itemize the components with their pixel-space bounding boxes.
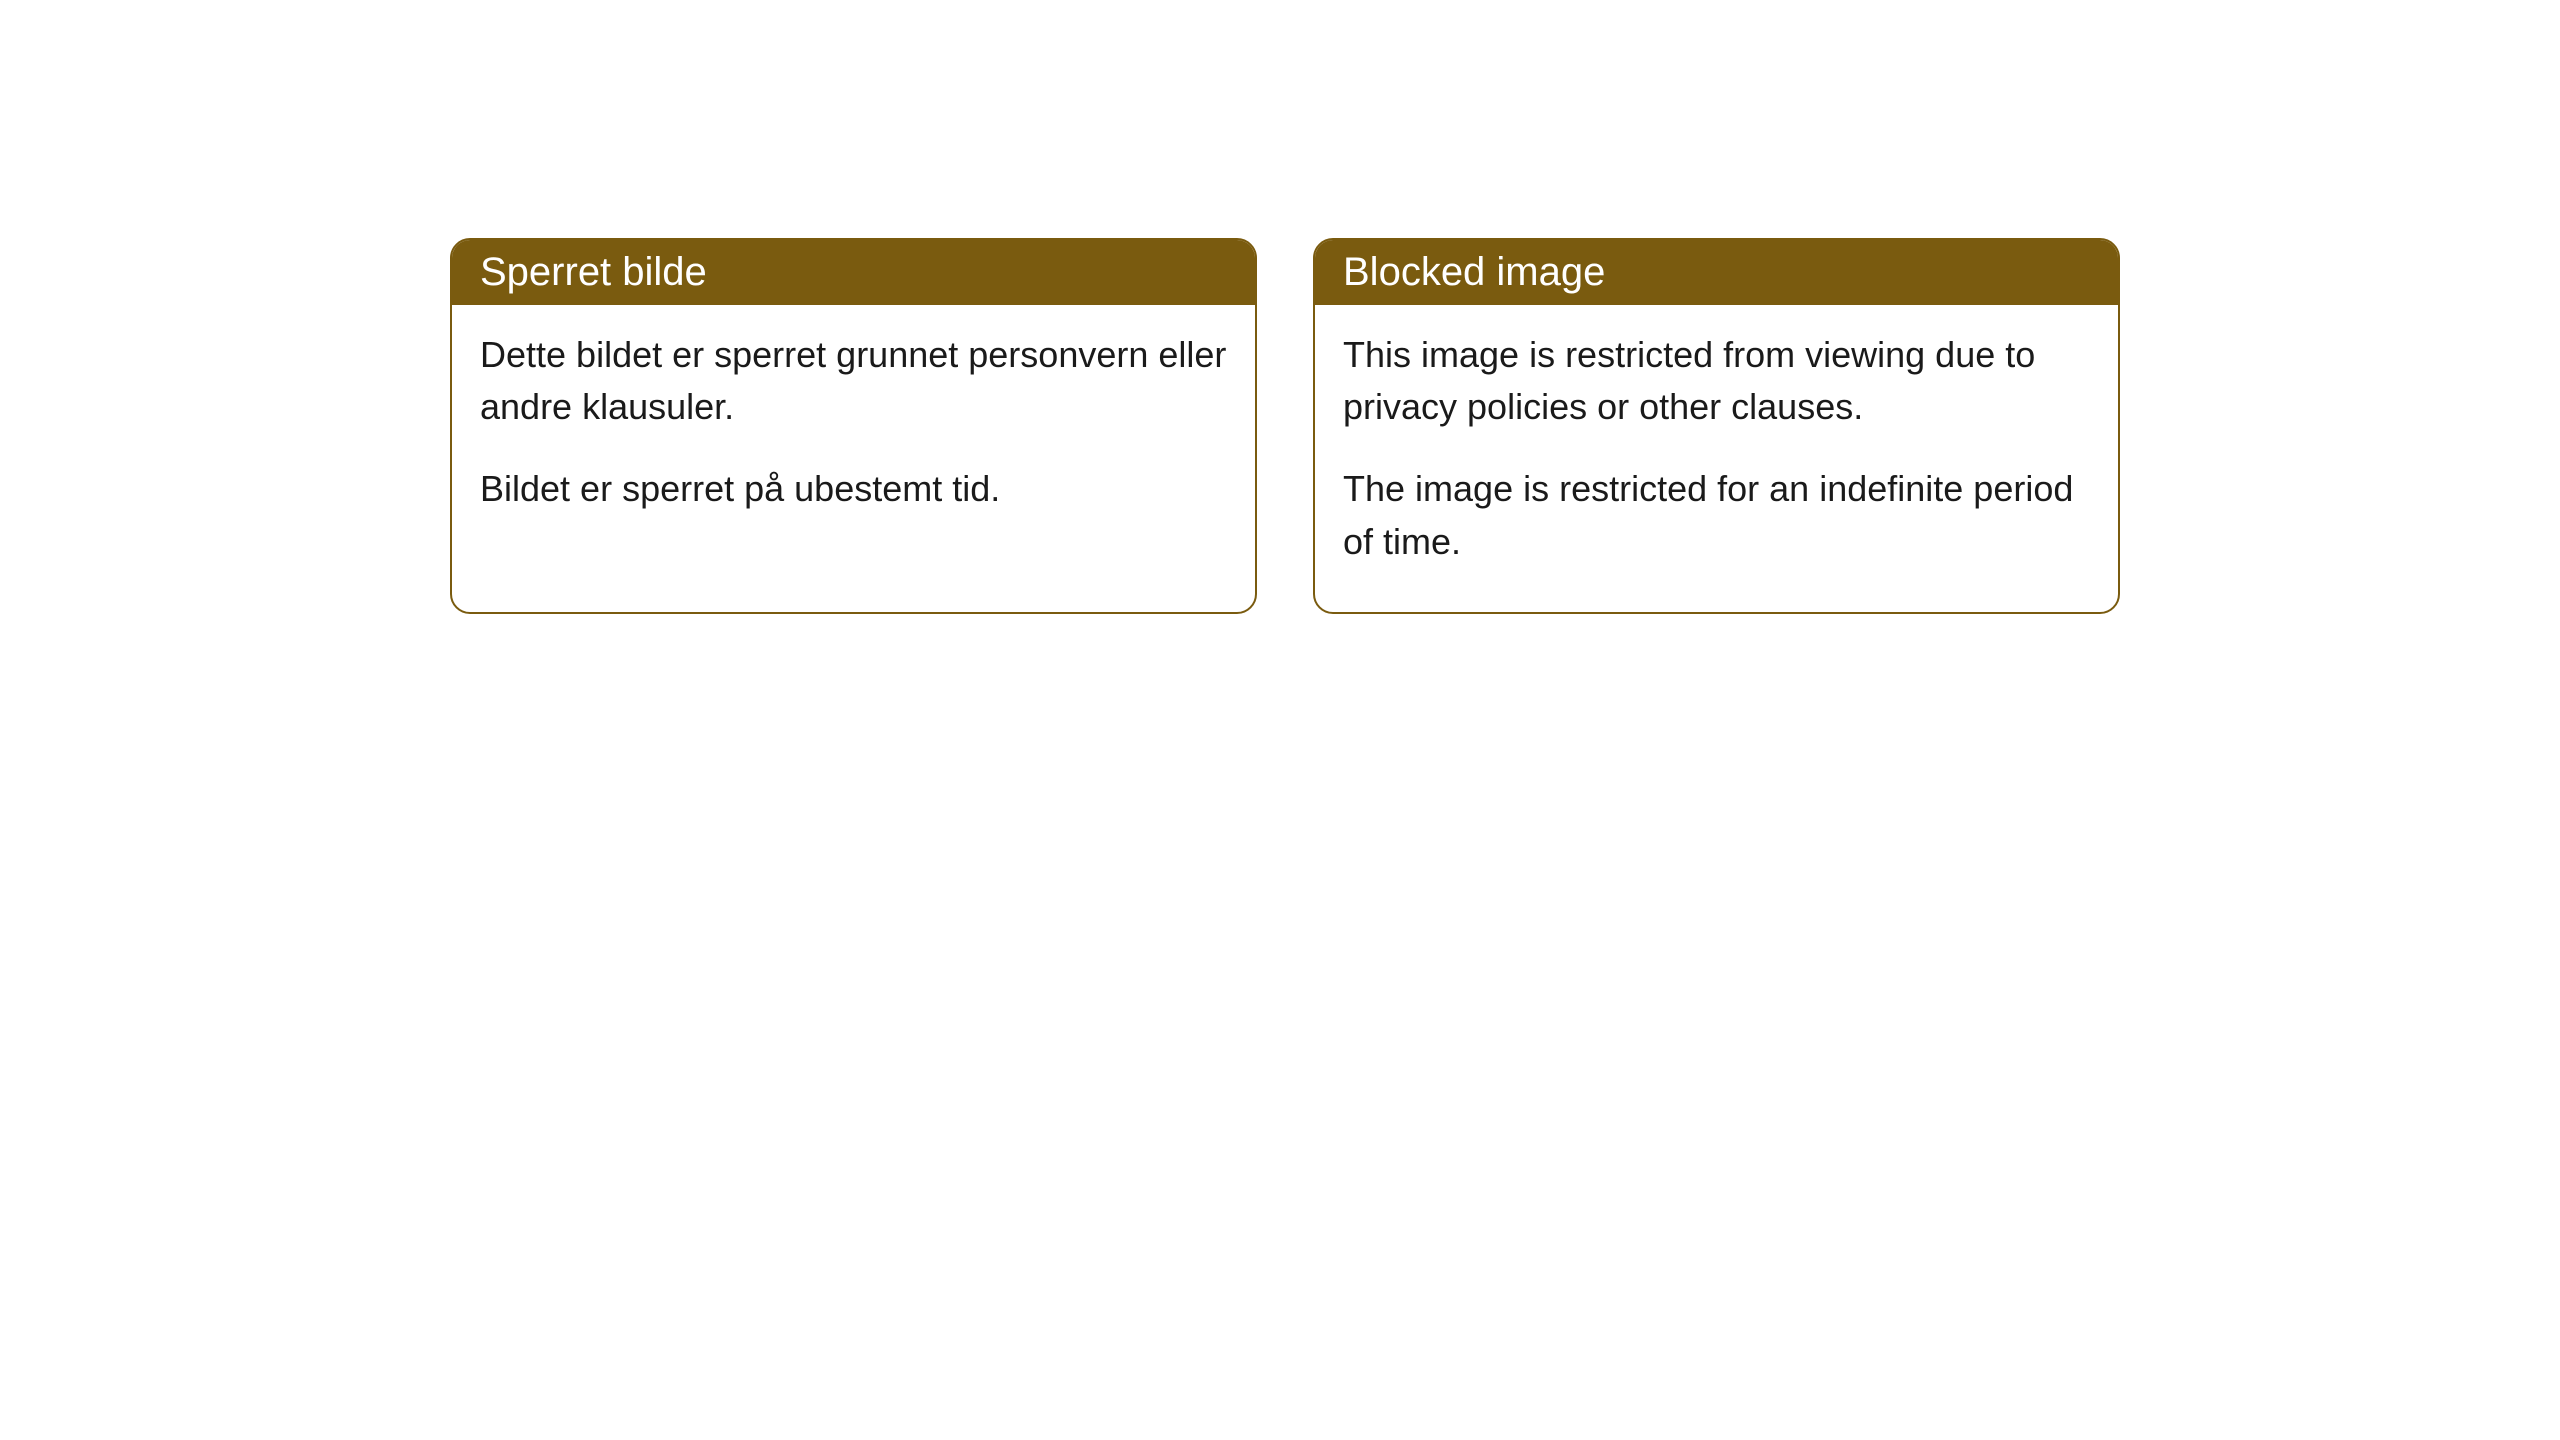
cards-container: Sperret bilde Dette bildet er sperret gr… bbox=[450, 238, 2120, 614]
card-paragraph-2-no: Bildet er sperret på ubestemt tid. bbox=[480, 463, 1227, 515]
card-header-no: Sperret bilde bbox=[452, 240, 1255, 305]
card-body-no: Dette bildet er sperret grunnet personve… bbox=[452, 305, 1255, 560]
card-header-en: Blocked image bbox=[1315, 240, 2118, 305]
card-paragraph-2-en: The image is restricted for an indefinit… bbox=[1343, 463, 2090, 567]
card-body-en: This image is restricted from viewing du… bbox=[1315, 305, 2118, 612]
blocked-image-card-en: Blocked image This image is restricted f… bbox=[1313, 238, 2120, 614]
blocked-image-card-no: Sperret bilde Dette bildet er sperret gr… bbox=[450, 238, 1257, 614]
card-paragraph-1-en: This image is restricted from viewing du… bbox=[1343, 329, 2090, 433]
card-paragraph-1-no: Dette bildet er sperret grunnet personve… bbox=[480, 329, 1227, 433]
